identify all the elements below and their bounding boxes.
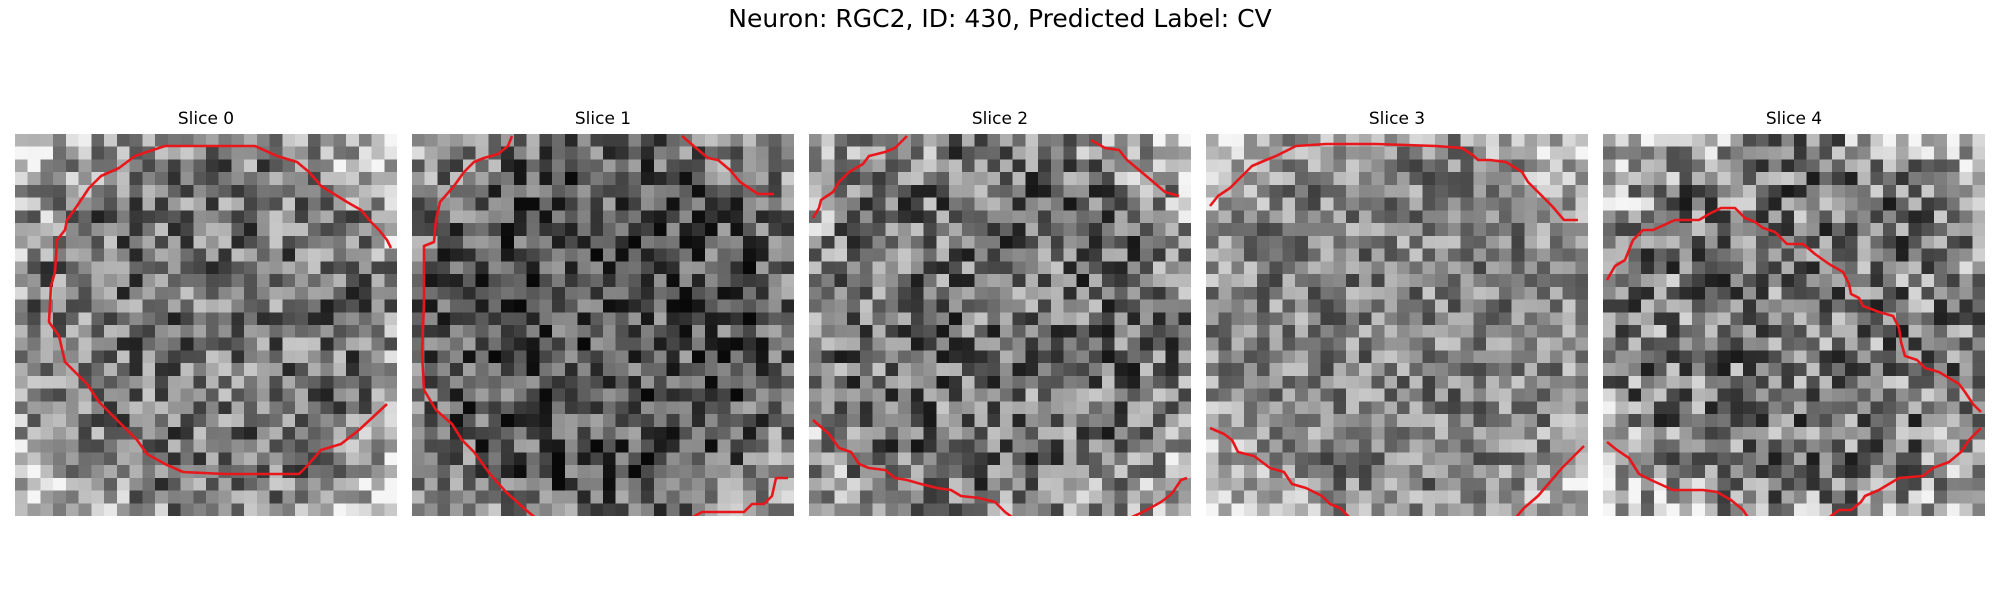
slice-contour-0 [15, 134, 397, 516]
slice-contour-1 [412, 134, 794, 516]
contour-line [1121, 478, 1187, 516]
slice-panel-2: Slice 2 [809, 108, 1191, 520]
slice-contour-2 [809, 134, 1191, 516]
slice-title-1: Slice 1 [412, 108, 794, 130]
slice-title-4: Slice 4 [1603, 108, 1985, 130]
slice-panel-0: Slice 0 [15, 108, 397, 520]
contour-line [813, 420, 1019, 516]
contour-line [1823, 428, 1981, 516]
slice-panel-4: Slice 4 [1603, 108, 1985, 520]
contour-line [1607, 442, 1751, 516]
contour-line [682, 136, 774, 194]
contour-line [422, 136, 538, 516]
contour-line [1607, 208, 1981, 412]
contour-line [1210, 428, 1356, 516]
contour-line [813, 136, 907, 218]
slice-title-2: Slice 2 [809, 108, 1191, 130]
slice-panel-1: Slice 1 [412, 108, 794, 520]
contour-line [1091, 140, 1179, 196]
slice-panel-3: Slice 3 [1206, 108, 1588, 520]
figure-title: Neuron: RGC2, ID: 430, Predicted Label: … [0, 4, 2000, 33]
slice-contour-3 [1206, 134, 1588, 516]
slice-title-3: Slice 3 [1206, 108, 1588, 130]
contour-line [1512, 446, 1584, 516]
slice-contour-4 [1603, 134, 1985, 516]
slice-title-0: Slice 0 [15, 108, 397, 130]
contour-line [684, 478, 788, 516]
contour-line [49, 146, 391, 474]
contour-line [1210, 144, 1578, 220]
